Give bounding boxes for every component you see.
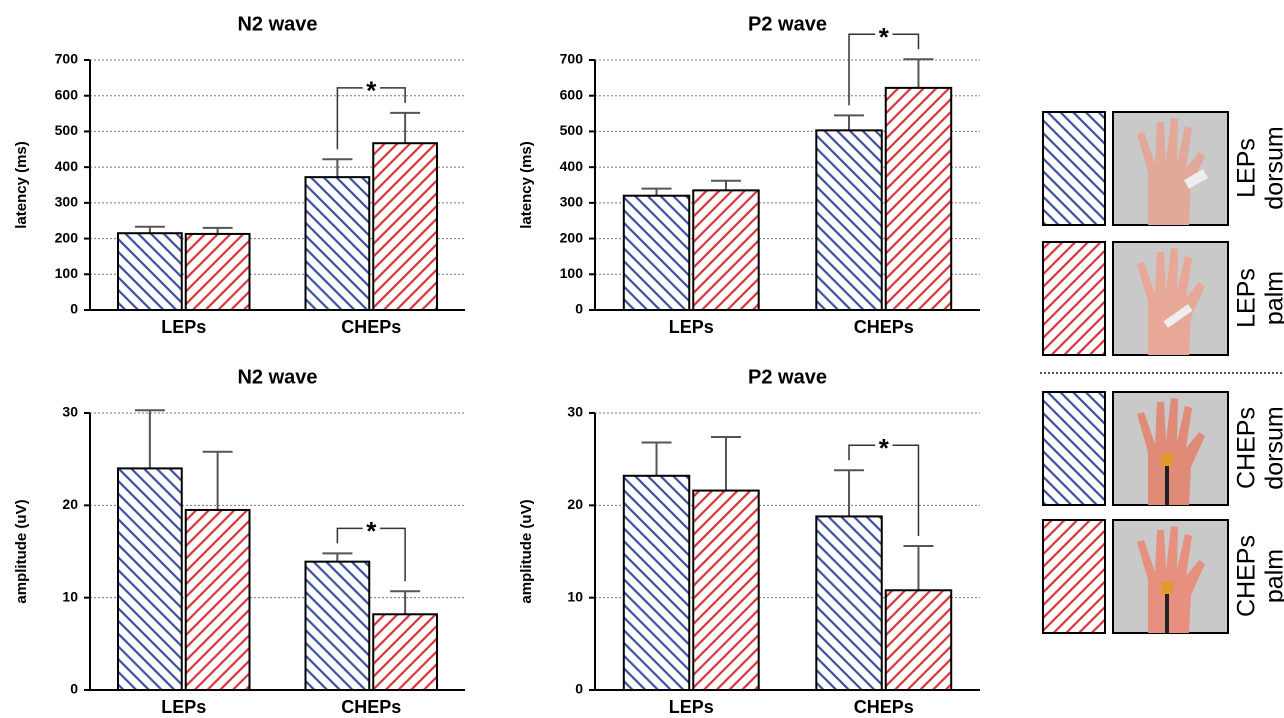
legend-label: CHEPs: [1233, 535, 1261, 617]
legend-label: dorsum: [1261, 126, 1284, 209]
significance-bracket: [848, 33, 920, 106]
y-tick-label: 0: [575, 301, 583, 317]
x-tick-label: CHEPs: [341, 317, 401, 337]
y-tick-label: 10: [567, 588, 583, 604]
x-tick-label: CHEPs: [854, 317, 914, 337]
chart-title: P2 wave: [748, 366, 827, 388]
bar: [117, 467, 183, 691]
significance-marker: *: [366, 516, 377, 546]
bar: [815, 515, 883, 691]
legend-label: palm: [1261, 549, 1284, 603]
y-tick-label: 400: [560, 158, 584, 174]
significance-marker: *: [879, 433, 890, 463]
bar: [815, 129, 883, 311]
photo: [1112, 391, 1229, 506]
photo: [1112, 519, 1229, 634]
x-tick-label: CHEPs: [341, 697, 401, 717]
y-tick-label: 30: [567, 404, 583, 420]
y-tick-label: 200: [560, 229, 584, 245]
significance-marker: *: [879, 22, 890, 52]
legend-label: LEPs: [1233, 268, 1261, 328]
legend-photos: [1040, 111, 1284, 634]
photo: [1112, 241, 1229, 356]
chart-title: P2 wave: [748, 13, 827, 35]
bar: [117, 232, 183, 311]
x-tick-label: LEPs: [669, 697, 714, 717]
y-tick-label: 700: [55, 51, 79, 67]
x-tick-label: LEPs: [669, 317, 714, 337]
chart-title: N2 wave: [237, 13, 317, 35]
x-tick-label: CHEPs: [854, 697, 914, 717]
legend-label: dorsum: [1261, 406, 1284, 489]
significance-bracket: [848, 444, 920, 536]
y-axis-label: latency (ms): [13, 141, 30, 229]
y-tick-label: 100: [560, 265, 584, 281]
significance-bracket: [336, 527, 406, 582]
x-tick-label: LEPs: [161, 317, 206, 337]
y-axis-label: latency (ms): [518, 141, 535, 229]
bar: [372, 142, 438, 311]
y-tick-label: 600: [55, 86, 79, 102]
bar: [372, 613, 438, 692]
y-tick-label: 20: [62, 496, 78, 512]
legend-swatch: [1042, 391, 1106, 506]
bar: [622, 194, 691, 311]
significance-bracket: [336, 87, 406, 150]
y-tick-label: 700: [560, 51, 584, 67]
legend-label: CHEPs: [1233, 407, 1261, 489]
bar: [184, 508, 251, 692]
y-tick-label: 500: [55, 122, 79, 138]
y-tick-label: 0: [575, 681, 583, 697]
y-tick-label: 300: [55, 194, 79, 210]
bar: [622, 474, 691, 691]
y-tick-label: 10: [62, 588, 78, 604]
y-tick-label: 20: [567, 496, 583, 512]
chart-title: N2 wave: [237, 366, 317, 388]
legend-label: LEPs: [1233, 138, 1261, 198]
y-tick-label: 0: [70, 301, 78, 317]
bar: [884, 86, 953, 311]
y-tick-label: 30: [62, 404, 78, 420]
y-tick-label: 200: [55, 229, 79, 245]
legend-swatch: [1042, 241, 1106, 356]
y-tick-label: 500: [560, 122, 584, 138]
legend-swatch: [1042, 111, 1106, 226]
bar: [692, 189, 760, 312]
y-tick-label: 0: [70, 681, 78, 697]
y-axis-label: amplitude (uV): [13, 499, 30, 603]
significance-marker: *: [366, 76, 377, 106]
y-tick-label: 600: [560, 86, 584, 102]
bar: [184, 232, 251, 311]
y-tick-label: 300: [560, 194, 584, 210]
bar: [884, 589, 953, 692]
legend-swatch: [1042, 519, 1106, 634]
bar: [304, 176, 371, 311]
y-tick-label: 400: [55, 158, 79, 174]
legend-label: palm: [1261, 271, 1284, 325]
x-tick-label: LEPs: [161, 697, 206, 717]
y-tick-label: 100: [55, 265, 79, 281]
photo: [1112, 111, 1229, 226]
bar: [692, 489, 760, 691]
y-axis-label: amplitude (uV): [518, 499, 535, 603]
bar: [304, 560, 371, 692]
